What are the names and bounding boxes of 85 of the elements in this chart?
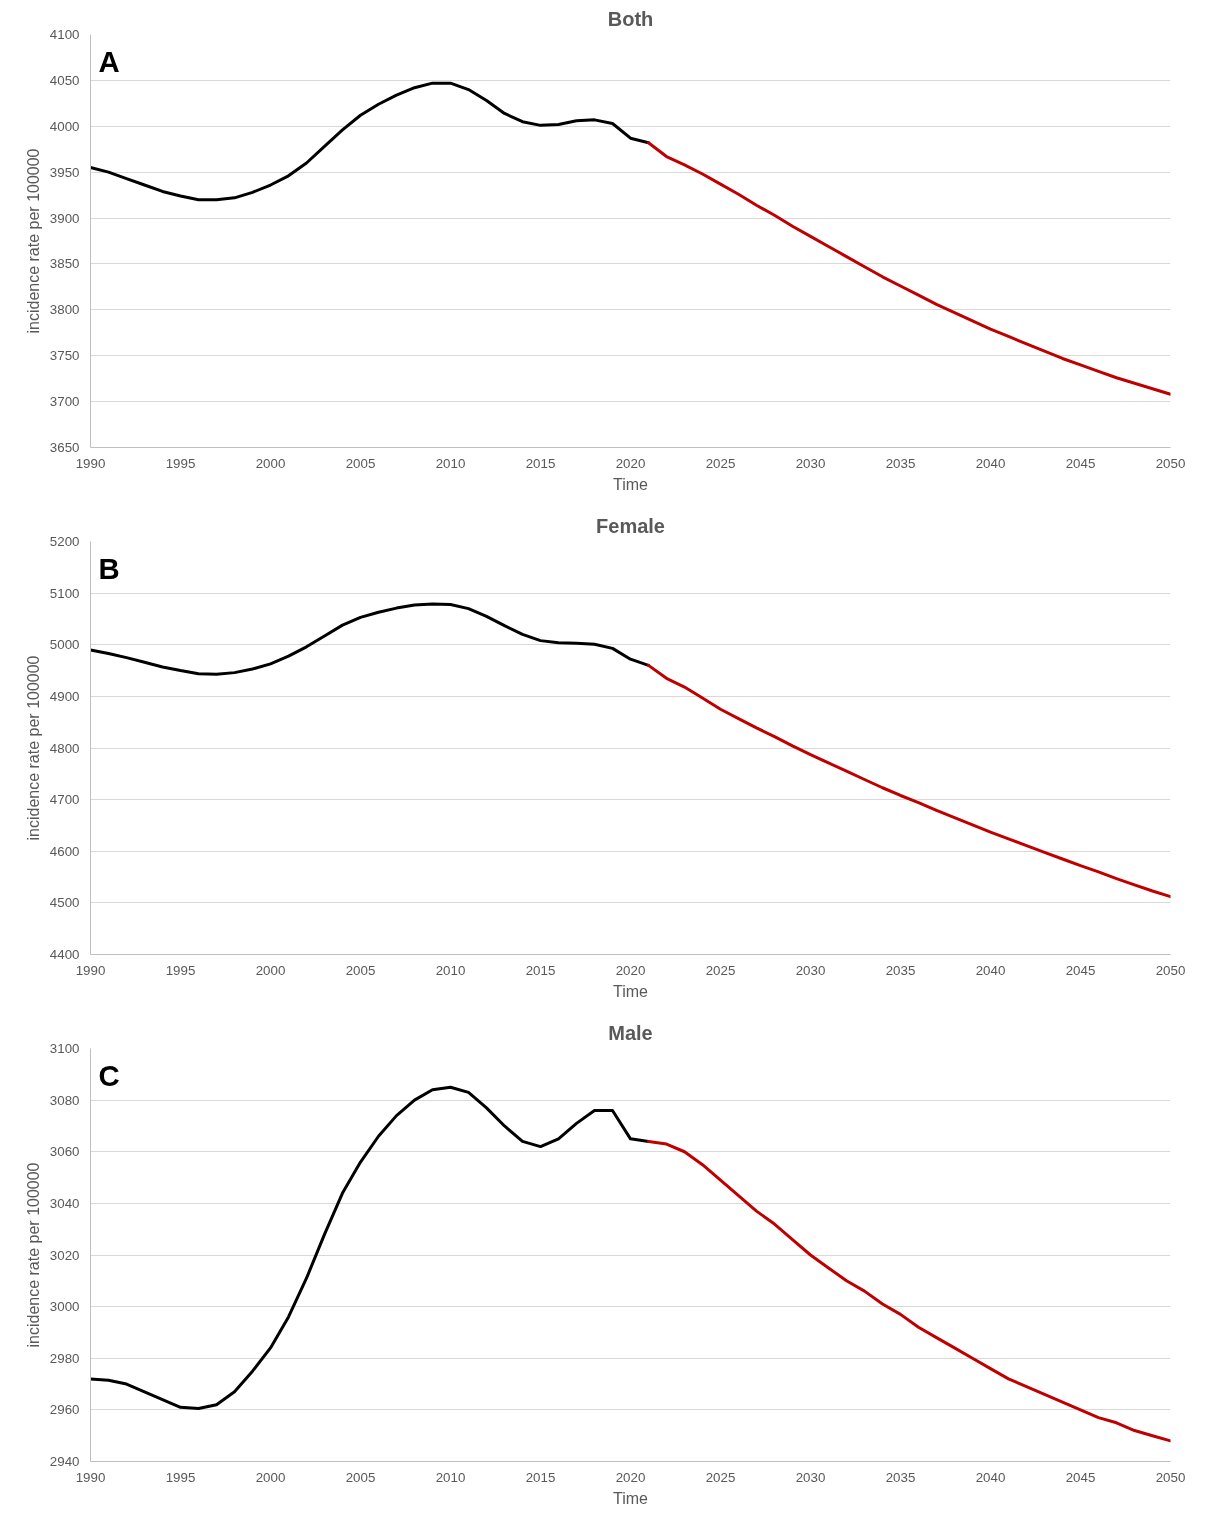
y-tick-label: 3950 bbox=[49, 164, 80, 180]
x-axis-title: Time bbox=[613, 475, 649, 493]
y-tick-label: 3040 bbox=[49, 1195, 80, 1211]
x-tick-label: 2015 bbox=[525, 962, 556, 978]
y-axis-title: incidence rate per 100000 bbox=[24, 1162, 42, 1348]
annotation: B bbox=[98, 551, 120, 585]
y-tick-label: 4600 bbox=[49, 843, 80, 859]
x-tick-label: 2020 bbox=[615, 455, 646, 471]
x-tick-label: 2030 bbox=[795, 962, 826, 978]
x-tick-label: 2030 bbox=[795, 1469, 826, 1485]
y-tick-label: 3800 bbox=[49, 302, 80, 318]
x-tick-label: 2015 bbox=[525, 455, 556, 471]
y-tick-label: 2940 bbox=[49, 1454, 80, 1469]
y-tick-label: 4800 bbox=[49, 740, 80, 756]
y-tick-label: 4400 bbox=[49, 947, 80, 962]
x-tick-label: 2020 bbox=[615, 1469, 646, 1485]
line-series bbox=[90, 602, 650, 676]
x-tick-label: 2025 bbox=[705, 1469, 736, 1485]
y-tick-label: 3060 bbox=[49, 1144, 80, 1160]
y-tick-label: 4700 bbox=[49, 792, 80, 808]
x-tick-label: 2050 bbox=[1155, 455, 1186, 471]
y-tick-label: 3700 bbox=[49, 394, 80, 410]
x-tick-label: 1995 bbox=[165, 455, 196, 471]
x-tick-label: 2025 bbox=[705, 455, 736, 471]
y-axis-title: incidence rate per 100000 bbox=[24, 148, 42, 334]
chart-title: Both bbox=[607, 7, 654, 30]
y-tick-label: 4900 bbox=[49, 688, 80, 704]
y-tick-label: 3650 bbox=[49, 440, 80, 455]
x-tick-label: 2015 bbox=[525, 1469, 556, 1485]
line-series bbox=[647, 141, 1171, 396]
y-tick-label: 3080 bbox=[49, 1092, 80, 1108]
x-tick-label: 1995 bbox=[165, 962, 196, 978]
annotation: A bbox=[98, 44, 120, 78]
x-tick-label: 2005 bbox=[345, 455, 376, 471]
y-tick-label: 4500 bbox=[49, 895, 80, 911]
y-tick-label: 3900 bbox=[49, 210, 80, 226]
line-series bbox=[90, 1085, 650, 1411]
x-tick-label: 2025 bbox=[705, 962, 736, 978]
x-tick-label: 1990 bbox=[75, 455, 106, 471]
y-tick-label: 2980 bbox=[49, 1350, 80, 1366]
y-tick-label: 4050 bbox=[49, 72, 80, 88]
x-tick-label: 1995 bbox=[165, 1469, 196, 1485]
annotation: C bbox=[98, 1058, 120, 1092]
x-tick-label: 2035 bbox=[885, 455, 916, 471]
y-tick-label: 3750 bbox=[49, 348, 80, 364]
y-tick-label: 2960 bbox=[49, 1402, 80, 1418]
x-tick-label: 2040 bbox=[975, 455, 1006, 471]
x-tick-label: 2040 bbox=[975, 1469, 1006, 1485]
x-tick-label: 2050 bbox=[1155, 962, 1186, 978]
y-tick-label: 5100 bbox=[49, 585, 80, 601]
x-tick-label: 2010 bbox=[435, 962, 466, 978]
y-tick-label: 4100 bbox=[49, 27, 80, 42]
x-tick-label: 2005 bbox=[345, 1469, 376, 1485]
x-tick-label: 2030 bbox=[795, 455, 826, 471]
y-tick-label: 5000 bbox=[49, 637, 80, 653]
x-axis-title: Time bbox=[613, 982, 649, 1000]
line-series bbox=[647, 1139, 1171, 1443]
x-tick-label: 2045 bbox=[1065, 455, 1096, 471]
y-tick-label: 3100 bbox=[49, 1041, 80, 1056]
x-tick-label: 2005 bbox=[345, 962, 376, 978]
y-tick-label: 5200 bbox=[49, 534, 80, 549]
x-tick-label: 2020 bbox=[615, 962, 646, 978]
y-tick-label: 4000 bbox=[49, 118, 80, 134]
x-tick-label: 2000 bbox=[255, 1469, 286, 1485]
x-tick-label: 1990 bbox=[75, 962, 106, 978]
chart-title: Male bbox=[608, 1021, 653, 1044]
x-tick-label: 2035 bbox=[885, 1469, 916, 1485]
line-series bbox=[647, 663, 1171, 899]
chart-title: Female bbox=[596, 514, 665, 537]
x-tick-label: 2045 bbox=[1065, 1469, 1096, 1485]
x-tick-label: 2035 bbox=[885, 962, 916, 978]
x-tick-label: 2040 bbox=[975, 962, 1006, 978]
x-axis-title: Time bbox=[613, 1489, 649, 1507]
x-tick-label: 1990 bbox=[75, 1469, 106, 1485]
x-tick-label: 2000 bbox=[255, 455, 286, 471]
x-tick-label: 2010 bbox=[435, 455, 466, 471]
line-series bbox=[90, 81, 650, 202]
y-tick-label: 3020 bbox=[49, 1247, 80, 1263]
x-tick-label: 2045 bbox=[1065, 962, 1096, 978]
x-tick-label: 2050 bbox=[1155, 1469, 1186, 1485]
x-tick-label: 2000 bbox=[255, 962, 286, 978]
y-axis-title: incidence rate per 100000 bbox=[24, 655, 42, 841]
y-tick-label: 3850 bbox=[49, 256, 80, 272]
x-tick-label: 2010 bbox=[435, 1469, 466, 1485]
y-tick-label: 3000 bbox=[49, 1299, 80, 1315]
